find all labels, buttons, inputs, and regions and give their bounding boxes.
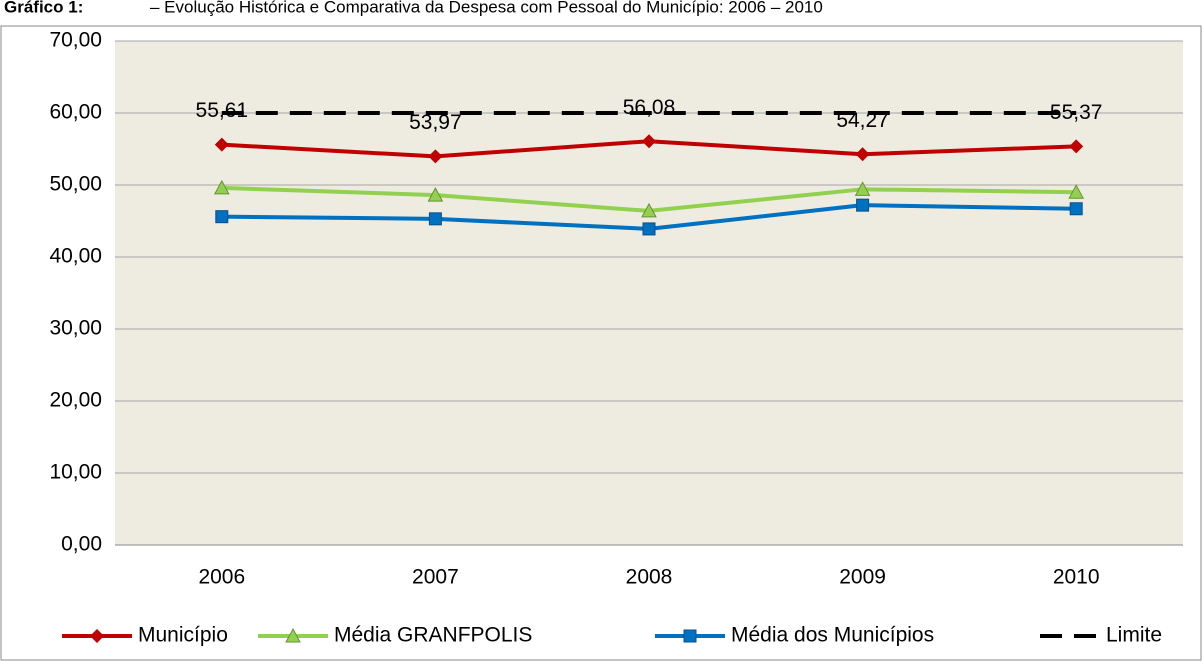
y-tick-label: 20,00 [49, 389, 102, 412]
marker [1068, 184, 1085, 199]
x-tick-label: 2006 [198, 566, 245, 589]
marker [642, 134, 656, 149]
marker [427, 187, 444, 202]
marker [90, 629, 104, 643]
marker [428, 212, 442, 226]
x-tick-label: 2010 [1053, 566, 1100, 589]
legend-label: Média GRANFPOLIS [334, 624, 532, 647]
y-tick-label: 60,00 [49, 101, 102, 124]
marker [855, 147, 870, 162]
marker [641, 202, 657, 218]
marker [215, 210, 229, 224]
marker [854, 181, 871, 196]
data-label: 54,27 [836, 109, 889, 132]
marker [1069, 202, 1083, 216]
data-label: 55,61 [196, 99, 249, 122]
x-tick-label: 2007 [412, 566, 459, 589]
marker [1069, 139, 1084, 154]
data-label: 56,08 [623, 96, 676, 119]
y-tick-label: 10,00 [49, 461, 102, 484]
marker [285, 627, 301, 643]
x-tick-label: 2009 [839, 566, 886, 589]
chart-subtitle: – Evolução Histórica e Comparativa da De… [150, 0, 823, 16]
marker [214, 137, 229, 152]
legend-label: Município [138, 624, 228, 647]
chart-title: Gráfico 1: [4, 0, 83, 16]
y-tick-label: 40,00 [49, 245, 102, 268]
marker [856, 198, 870, 212]
marker [642, 222, 656, 236]
y-tick-label: 30,00 [49, 317, 102, 340]
plot-area [115, 41, 1183, 545]
legend-label: Limite [1106, 624, 1162, 647]
marker [213, 179, 230, 195]
marker [428, 149, 443, 164]
data-label: 55,37 [1050, 101, 1103, 124]
data-label: 53,97 [409, 111, 462, 134]
legend-label: Média dos Municípios [731, 624, 934, 647]
y-tick-label: 0,00 [61, 533, 102, 556]
y-tick-label: 70,00 [49, 29, 102, 52]
x-tick-label: 2008 [626, 566, 673, 589]
marker [683, 629, 697, 643]
y-tick-label: 50,00 [49, 173, 102, 196]
